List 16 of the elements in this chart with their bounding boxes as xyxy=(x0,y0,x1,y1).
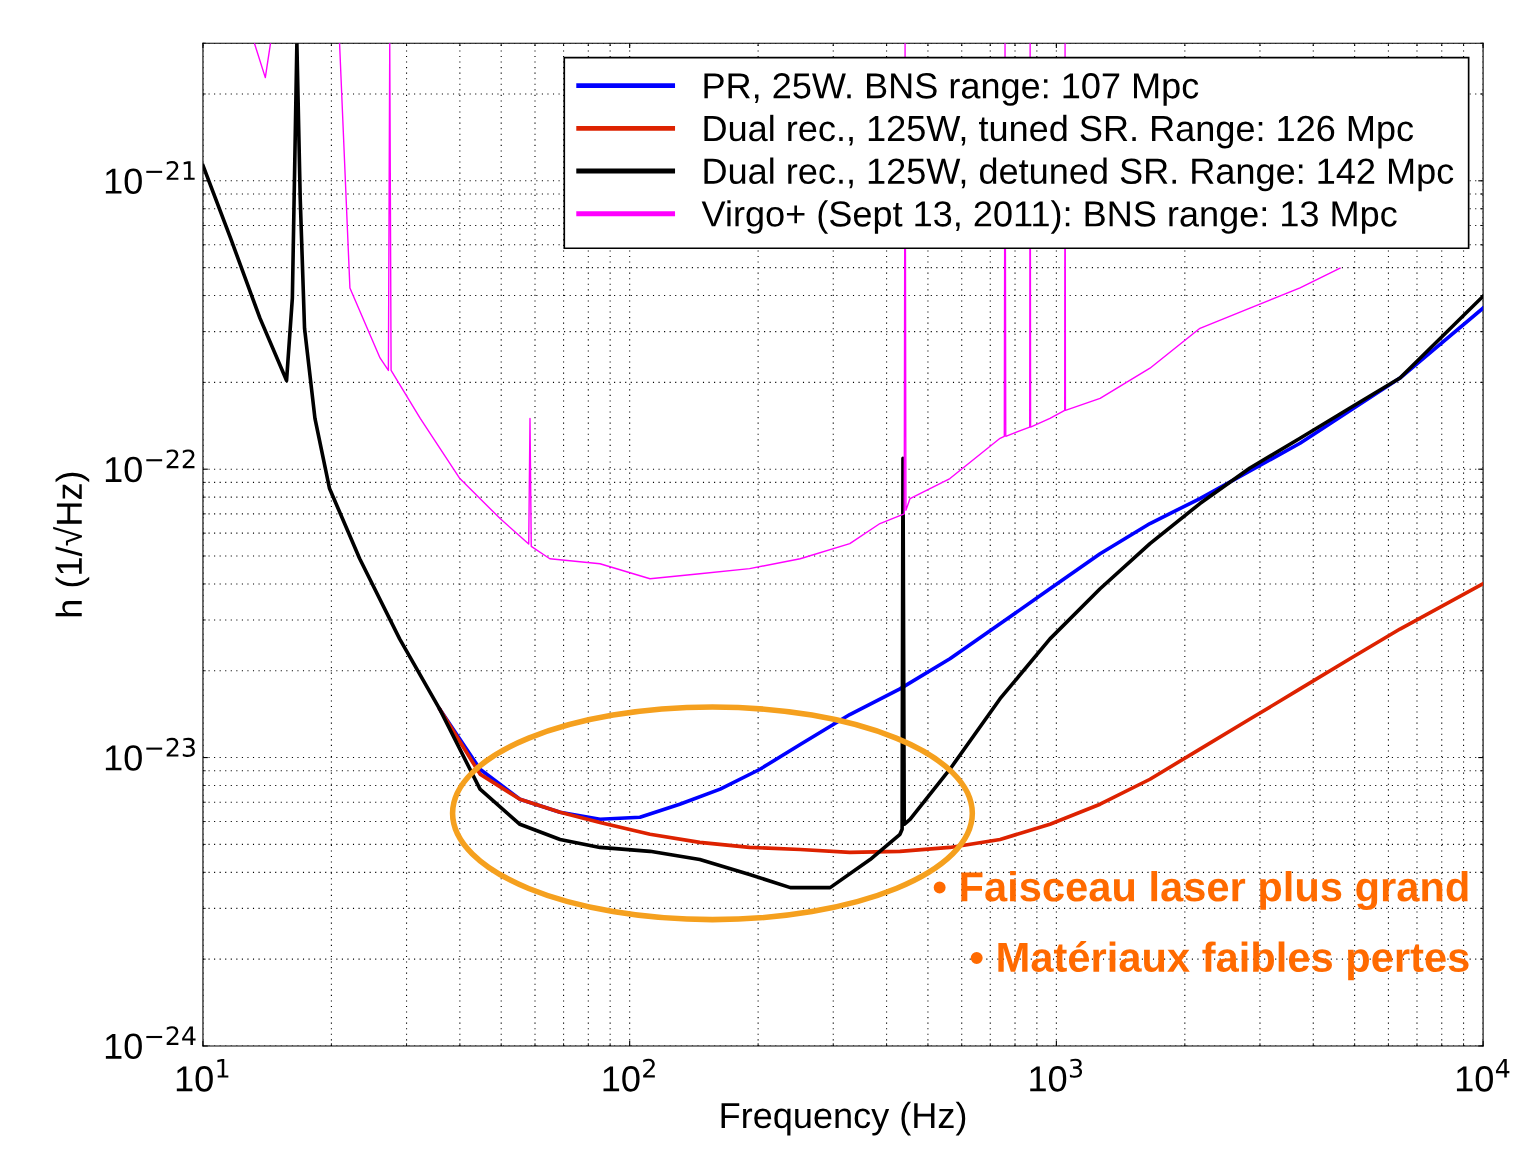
x-tick-label: 10$^{4}$ xyxy=(1456,1059,1510,1092)
y-tick-label: 10$^{−21}$ xyxy=(105,161,195,194)
annotation: • Faisceau laser plus grand xyxy=(933,871,1468,911)
legend-label: Dual rec., 125W, tuned SR. Range: 126 Mpc xyxy=(704,114,1414,149)
legend-label: Dual rec., 125W, detuned SR. Range: 142 Mpc xyxy=(704,157,1454,192)
y-tick-label: 10$^{−24}$ xyxy=(105,1026,196,1060)
legend-label: PR, 25W. BNS range: 107 Mpc xyxy=(704,73,1199,106)
y-axis-title: h (1/√Hz) xyxy=(53,472,90,617)
x-axis-title: Frequency (Hz) xyxy=(721,1101,966,1136)
y-tick-label: 10$^{−22}$ xyxy=(105,449,195,483)
x-tick-label: 10$^{3}$ xyxy=(1030,1058,1083,1092)
legend-label: Virgo+ (Sept 13, 2011): BNS range: 13 Mpc xyxy=(701,200,1397,234)
annotation: • Matériaux faibles pertes xyxy=(970,941,1469,981)
x-tick-label: 10$^{2}$ xyxy=(603,1058,655,1092)
x-tick-label: 10$^{1}$ xyxy=(176,1059,229,1092)
y-tick-label: 10$^{−23}$ xyxy=(105,737,195,771)
